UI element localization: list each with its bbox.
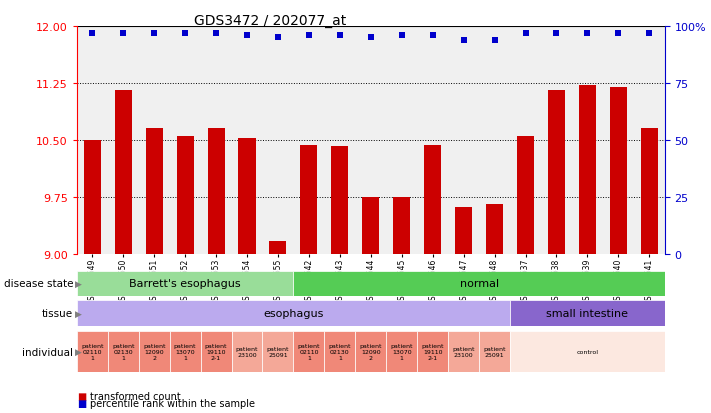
Text: ■: ■ — [77, 399, 86, 408]
Text: patient
02130
1: patient 02130 1 — [328, 344, 351, 360]
Bar — [238, 139, 255, 254]
Bar — [517, 137, 534, 254]
Bar — [114, 91, 132, 254]
Text: patient
23100: patient 23100 — [452, 347, 475, 357]
Text: individual: individual — [22, 347, 73, 357]
Text: Barrett's esophagus: Barrett's esophagus — [129, 279, 241, 289]
Bar — [108, 331, 139, 373]
Text: patient
12090
2: patient 12090 2 — [143, 344, 166, 360]
Text: patient
19110
2-1: patient 19110 2-1 — [422, 344, 444, 360]
Bar — [294, 271, 665, 297]
Point — [489, 37, 501, 44]
Bar — [455, 207, 472, 254]
Bar — [77, 331, 108, 373]
Bar — [610, 88, 627, 254]
Text: control: control — [577, 349, 599, 354]
Point — [149, 30, 160, 37]
Bar — [417, 331, 448, 373]
Bar — [424, 146, 442, 254]
Bar — [139, 331, 170, 373]
Bar — [176, 137, 193, 254]
Text: patient
25091: patient 25091 — [483, 347, 506, 357]
Bar — [363, 198, 379, 254]
Point — [582, 30, 593, 37]
Point — [210, 30, 222, 37]
Point — [179, 30, 191, 37]
Bar — [393, 197, 410, 254]
Bar — [386, 331, 417, 373]
Bar — [232, 331, 262, 373]
Text: ▶: ▶ — [75, 279, 82, 288]
Bar — [331, 147, 348, 254]
Bar — [170, 331, 201, 373]
Bar — [201, 331, 232, 373]
Text: patient
19110
2-1: patient 19110 2-1 — [205, 344, 228, 360]
Point — [613, 30, 624, 37]
Bar — [486, 205, 503, 254]
Text: patient
02130
1: patient 02130 1 — [112, 344, 134, 360]
Point — [241, 33, 252, 39]
Point — [365, 35, 377, 41]
Bar — [479, 331, 510, 373]
Text: ▶: ▶ — [75, 309, 82, 318]
Text: patient
13070
1: patient 13070 1 — [174, 344, 196, 360]
Point — [643, 30, 655, 37]
Bar — [262, 331, 294, 373]
Bar — [300, 146, 317, 254]
Bar — [510, 331, 665, 373]
Point — [272, 35, 284, 41]
Bar — [510, 301, 665, 326]
Text: patient
25091: patient 25091 — [267, 347, 289, 357]
Text: patient
13070
1: patient 13070 1 — [390, 344, 413, 360]
Bar — [208, 129, 225, 254]
Text: esophagus: esophagus — [263, 309, 324, 318]
Point — [551, 30, 562, 37]
Text: disease state: disease state — [4, 279, 73, 289]
Bar — [448, 331, 479, 373]
Text: tissue: tissue — [42, 309, 73, 318]
Point — [334, 33, 346, 39]
Point — [427, 33, 439, 39]
Text: ▶: ▶ — [75, 347, 82, 356]
Point — [117, 30, 129, 37]
Point — [458, 37, 469, 44]
Bar — [324, 331, 356, 373]
Text: percentile rank within the sample: percentile rank within the sample — [90, 399, 255, 408]
Bar — [641, 129, 658, 254]
Bar — [579, 86, 596, 254]
Point — [303, 33, 314, 39]
Bar — [146, 129, 163, 254]
Text: patient
02110
1: patient 02110 1 — [298, 344, 320, 360]
Bar — [548, 91, 565, 254]
Bar — [77, 271, 294, 297]
Text: patient
12090
2: patient 12090 2 — [360, 344, 382, 360]
Bar — [269, 241, 287, 254]
Text: small intestine: small intestine — [547, 309, 629, 318]
Point — [520, 30, 531, 37]
Text: ■: ■ — [77, 392, 86, 401]
Bar — [77, 301, 510, 326]
Bar — [356, 331, 386, 373]
Text: transformed count: transformed count — [90, 392, 181, 401]
Text: patient
23100: patient 23100 — [236, 347, 258, 357]
Point — [87, 30, 98, 37]
Text: normal: normal — [459, 279, 498, 289]
Text: patient
02110
1: patient 02110 1 — [81, 344, 104, 360]
Bar — [294, 331, 324, 373]
Text: GDS3472 / 202077_at: GDS3472 / 202077_at — [194, 14, 346, 28]
Point — [396, 33, 407, 39]
Bar — [84, 140, 101, 254]
